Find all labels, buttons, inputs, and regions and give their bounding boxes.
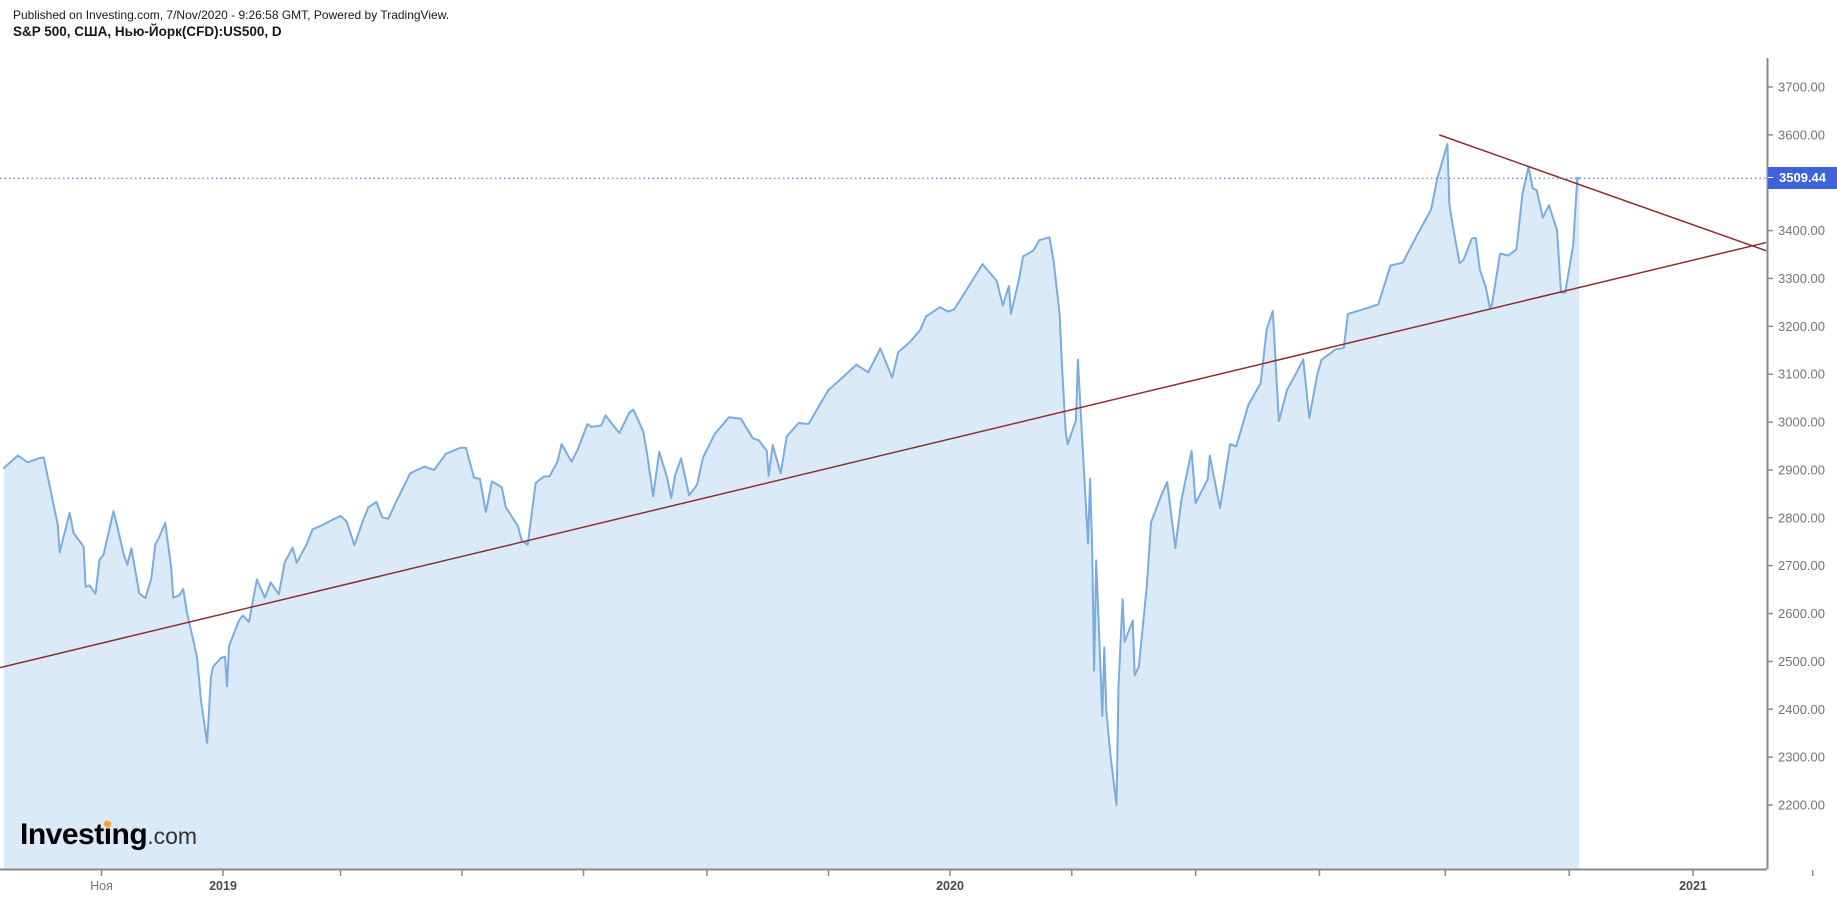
trendline-falling-resistance[interactable]	[1438, 134, 1767, 252]
investing-logo-text: Investing	[20, 818, 148, 851]
price-axis-label: 2600.00	[1778, 606, 1825, 621]
price-axis-label: 2500.00	[1778, 654, 1825, 669]
price-line-series	[2, 143, 1581, 806]
time-axis-label: 2021	[1679, 879, 1707, 893]
price-axis-label: 3000.00	[1778, 415, 1825, 430]
price-area-fill	[3, 144, 1580, 869]
last-price-badge: 3509.44	[1768, 167, 1837, 189]
time-axis-label: 2019	[209, 879, 237, 893]
price-axis-label: 3600.00	[1778, 127, 1825, 142]
symbol-title: S&P 500, США, Нью-Йорк(CFD):US500, D	[13, 24, 282, 39]
investing-logo-suffix: .com	[147, 823, 198, 849]
price-axis-label: 3400.00	[1778, 223, 1825, 238]
last-price-value: 3509.44	[1779, 170, 1826, 185]
price-axis-label: 3100.00	[1778, 367, 1825, 382]
investing-logo[interactable]: Investing .com	[20, 817, 197, 858]
time-axis-label: 2020	[936, 879, 964, 893]
trendline-rising-support[interactable]	[0, 241, 1767, 669]
price-axis-label: 2300.00	[1778, 750, 1825, 765]
price-axis-label: 2800.00	[1778, 510, 1825, 525]
price-axis-label: 2700.00	[1778, 558, 1825, 573]
badge-tick-dash	[1768, 177, 1773, 178]
price-axis-label: 3200.00	[1778, 319, 1825, 334]
time-axis-label: Ноя	[90, 879, 113, 893]
publish-info: Published on Investing.com, 7/Nov/2020 -…	[13, 8, 450, 22]
price-axis-label: 2200.00	[1778, 798, 1825, 813]
price-axis-label: 2900.00	[1778, 462, 1825, 477]
price-axis-label: 3700.00	[1778, 80, 1825, 95]
price-axis-label: 3300.00	[1778, 271, 1825, 286]
price-axis-label: 2400.00	[1778, 702, 1825, 717]
